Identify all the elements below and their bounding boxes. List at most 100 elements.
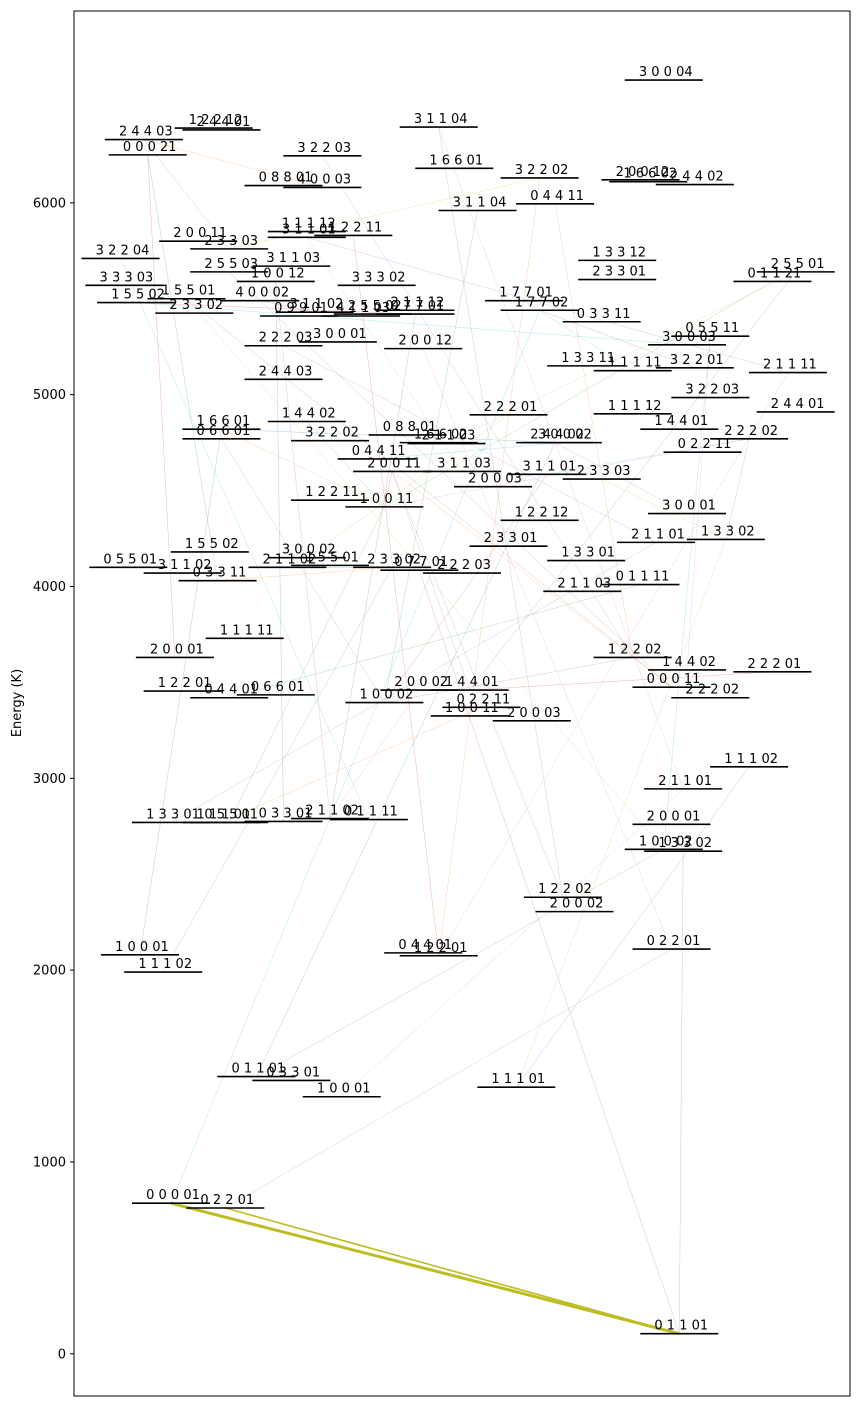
faint-transition-line [275,281,284,822]
energy-level-label: 3 0 0 03 [662,330,716,345]
faint-transition-line [601,478,726,540]
energy-level-label: 1 2 2 11 [328,220,382,235]
energy-level-label: 1 0 0 02 [360,688,414,703]
faint-transition-line [376,442,563,460]
energy-level-label: 2 1 1 03 [557,576,611,591]
y-axis-ticks: 0 1000 2000 3000 4000 5000 6000 [33,196,74,1362]
energy-level-label: 2 3 3 02 [367,552,421,567]
faint-transition-line [306,237,788,373]
energy-level-label: 1 1 1 02 [724,752,778,767]
energy-level-label: 1 2 2 12 [515,505,569,520]
energy-level-label: 0 3 3 11 [193,566,247,581]
faint-transition-line [256,849,664,1077]
energy-level-label: 3 2 2 03 [297,141,351,156]
energy-level-label: 3 1 1 02 [158,558,212,573]
energy-level-label: 0 1 1 01 [231,1062,285,1077]
faint-transition-line [221,707,482,823]
energy-level-label: 3 1 1 01 [522,459,576,474]
energy-level-label: 1 1 1 01 [491,1072,545,1087]
energy-level-label: 2 3 3 02 [169,298,223,313]
faint-transition-line [306,237,463,472]
energy-level-label: 1 4 4 01 [445,675,499,690]
faint-transition-line [306,421,385,508]
faint-transition-line [186,298,672,688]
energy-level-label: 0 2 2 01 [200,1193,254,1208]
energy-level-label: 0 2 2 01 [647,934,701,949]
energy-level-label: 3 2 2 02 [305,426,359,441]
faint-transition-line [322,155,633,658]
energy-level-label: 0 3 3 01 [266,1065,320,1080]
energy-level-label: 1 6 6 02 [414,428,468,443]
faint-transition-line [217,567,393,581]
energy-level-label: 2 4 4 01 [197,115,251,130]
energy-level-label: 3 1 1 04 [414,112,468,127]
energy-level-label: 2 0 0 11 [367,456,421,471]
energy-level-label: 1 7 7 02 [515,295,569,310]
faint-transition-line [341,788,684,1097]
energy-level-label: 0 1 1 11 [344,805,398,820]
faint-transition-line [438,126,684,789]
energy-level-label: 3 2 2 03 [685,383,739,398]
energy-level-label: 1 1 1 12 [608,399,662,414]
y-tick-label: 2000 [33,964,66,979]
energy-level-label: 2 5 5 03 [204,257,258,272]
energy-level-label: 1 2 2 01 [158,676,212,691]
energy-level-label: 1 3 3 01 [146,807,200,822]
energy-level-label: 2 4 4 02 [530,428,584,443]
energy-level-label: 2 3 3 03 [577,464,631,479]
energy-level-label: 1 5 5 02 [111,288,165,303]
faint-transition-line [516,539,727,1088]
faint-transition-line [163,567,393,973]
faint-transition-line [539,310,695,369]
energy-level-label: 2 4 4 03 [259,364,313,379]
energy-level-label: 2 2 2 03 [259,331,313,346]
y-tick-label: 0 [58,1347,66,1362]
energy-level-label: 2 1 1 11 [763,358,817,373]
transition-line [170,1201,680,1336]
energy-level-label: 3 1 1 02 [290,297,344,312]
faint-transition-line [260,300,315,313]
energy-level-label: 2 1 1 02 [305,804,359,819]
energy-level-label: 1 0 0 11 [445,701,499,716]
energy-level-label: 0 9 9 01 [274,301,328,316]
energy-levels: 0 1 1 010 0 0 01 0 2 2 010 1 1 010 3 3 01… [81,65,835,1335]
energy-level-label: 0 5 5 01 [204,807,258,822]
energy-level-label: 0 5 5 01 [103,552,157,567]
faint-transition-line [143,139,323,188]
energy-level-label: 1 2 2 11 [305,485,359,500]
faint-transition-line [225,948,672,1209]
energy-level-label: 3 1 1 04 [453,196,507,211]
energy-level-label: 1 3 3 02 [701,524,755,539]
transition-line [225,1207,680,1335]
faint-transition-line [547,438,750,475]
y-tick-label: 3000 [33,772,66,787]
faint-transition-line [329,689,420,819]
y-tick-label: 6000 [33,196,66,211]
energy-level-label: 0 6 6 01 [251,680,305,695]
energy-level-label: 2 3 3 01 [592,265,646,280]
energy-level-label: 4 0 0 02 [235,286,289,301]
energy-level-label: 0 1 1 21 [748,266,802,281]
energy-level-label: 3 2 2 04 [96,243,150,258]
faint-transition-line [438,177,540,956]
energy-level-label: 0 6 6 01 [197,424,251,439]
energy-level-label: 2 1 1 01 [631,527,685,542]
faint-transition-line [725,438,750,540]
faint-transition-line [229,584,641,698]
energy-level-label: 1 3 3 02 [658,836,712,851]
faint-transition-line [120,258,370,820]
energy-level-label: 1 1 1 12 [282,217,336,232]
faint-transition-line [376,458,672,688]
energy-level-label: 1 5 5 01 [162,284,216,299]
faint-transition-line [136,302,688,346]
energy-level-label: 1 0 0 02 [639,834,693,849]
faint-transition-line [221,428,385,508]
faint-transition-line [438,127,564,898]
energy-level-label: 1 4 4 01 [654,414,708,429]
faint-transition-line [384,210,478,703]
energy-level-label: 2 0 0 02 [394,675,448,690]
energy-level-label: 1 1 1 11 [608,356,662,371]
energy-level-label: 1 0 0 11 [360,492,414,507]
energy-level-label: 1 7 7 01 [499,286,553,301]
